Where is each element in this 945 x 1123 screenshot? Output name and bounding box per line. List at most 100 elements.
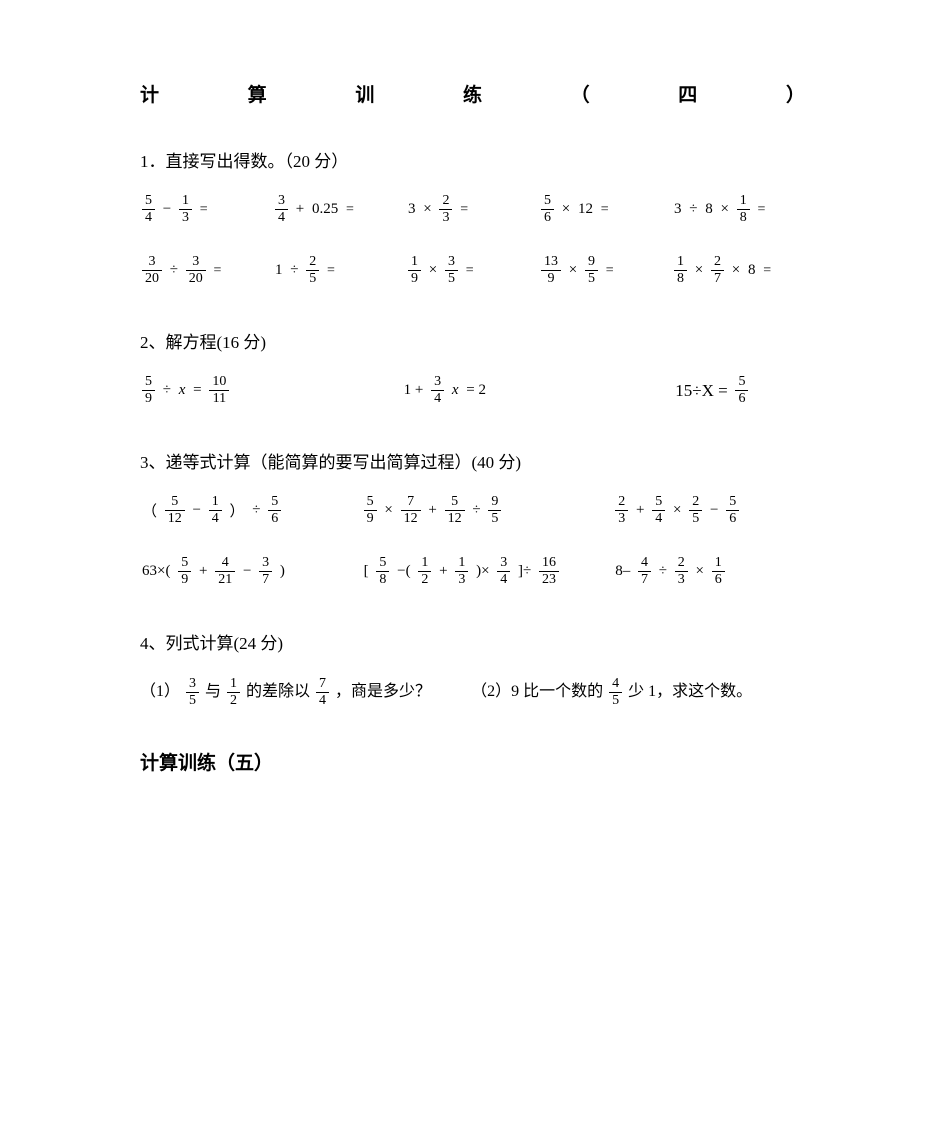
num: 9 (488, 495, 501, 510)
q1-row2: 320 ÷ 320 = 1 ÷ 25 = 19 × 35 = 139 × 95 … (140, 255, 805, 286)
txt: （1） (140, 683, 180, 700)
title-ch: 训 (355, 80, 374, 107)
next-title: 计算训练（五） (140, 748, 805, 775)
num: 5 (376, 556, 389, 571)
den: 8 (674, 270, 687, 286)
q1-item: 1 ÷ 25 = (273, 255, 406, 286)
q3-item: 59 × 712 + 512 ÷ 95 (362, 495, 584, 526)
num: 2 (306, 255, 319, 270)
op: − (243, 563, 251, 580)
den: 9 (408, 270, 421, 286)
den: 9 (178, 571, 191, 587)
val: 3 (674, 201, 682, 218)
num: 5 (142, 194, 155, 209)
txt: 的差除以 (246, 683, 310, 700)
op: − (193, 502, 201, 519)
num: 3 (497, 556, 510, 571)
op: )× (476, 563, 489, 580)
op: × (384, 502, 392, 519)
den: 4 (142, 209, 155, 225)
num: 5 (541, 194, 554, 209)
num: 13 (541, 255, 561, 270)
num: 1 (209, 495, 222, 510)
num: 2 (689, 495, 702, 510)
num: 1 (737, 194, 750, 209)
equals: = (200, 202, 208, 218)
val: 63×( (142, 563, 170, 580)
equals: = 2 (466, 382, 486, 399)
op: × (720, 201, 728, 218)
num: 3 (275, 194, 288, 209)
equals: = (763, 263, 771, 279)
op: ÷ (290, 262, 298, 279)
equals: = (466, 263, 474, 279)
op: + (428, 502, 436, 519)
den: 7 (259, 571, 272, 587)
den: 6 (268, 510, 281, 526)
num: 1 (227, 677, 240, 692)
num: 7 (316, 677, 329, 692)
val: 0.25 (312, 201, 338, 218)
txt: 少 1，求这个数。 (628, 683, 752, 700)
den: 4 (652, 510, 665, 526)
q2-label: 2、解方程(16 分) (140, 328, 805, 353)
num: 3 (186, 677, 199, 692)
op: ]÷ (518, 563, 531, 580)
q4-line: （1） 35 与 12 的差除以 74 ，商是多少？ （2）9 比一个数的 45… (140, 676, 805, 708)
q3-item: 23 + 54 × 25 − 56 (583, 495, 835, 526)
q1-item: 34 + 0.25 = (273, 194, 406, 225)
op: × (562, 201, 570, 218)
op: × (732, 262, 740, 279)
den: 5 (445, 270, 458, 286)
den: 20 (142, 270, 162, 286)
den: 23 (539, 571, 559, 587)
op: × (696, 563, 704, 580)
q3-item: [ 58 −( 12 + 13 )× 34 ]÷ 1623 (362, 556, 584, 587)
den: 21 (215, 571, 235, 587)
q1-item: 3 × 23 = (406, 194, 539, 225)
num: 4 (638, 556, 651, 571)
num: 3 (142, 255, 162, 270)
op: × (695, 262, 703, 279)
var: x (179, 382, 186, 399)
q1-item: 19 × 35 = (406, 255, 539, 286)
q1-row1: 54 − 13 = 34 + 0.25 = 3 × 23 = 56 × 12 =… (140, 194, 805, 225)
den: 5 (186, 692, 199, 708)
op: × (569, 262, 577, 279)
num: 5 (735, 375, 748, 390)
den: 5 (585, 270, 598, 286)
num: 5 (178, 556, 191, 571)
den: 3 (615, 510, 628, 526)
q1-item: 54 − 13 = (140, 194, 273, 225)
den: 8 (376, 571, 389, 587)
den: 12 (445, 510, 465, 526)
den: 7 (638, 571, 651, 587)
den: 9 (142, 390, 155, 406)
den: 6 (726, 510, 739, 526)
q2-item: 59 ÷ x = 1011 (140, 375, 362, 406)
op: − (163, 201, 171, 218)
op: ÷ (689, 201, 697, 218)
val: 12 (578, 201, 593, 218)
title-ch: 练 (463, 80, 482, 107)
val: 1 (275, 262, 283, 279)
txt: ，商是多少？ (335, 683, 431, 700)
op: −( (397, 563, 410, 580)
num: 3 (445, 255, 458, 270)
val: 15÷X = (675, 381, 727, 401)
q1-item: 139 × 95 = (539, 255, 672, 286)
den: 5 (609, 692, 622, 708)
q1-item: 18 × 27 × 8 = (672, 255, 805, 286)
den: 3 (439, 209, 452, 225)
q3-item: 63×( 59 + 421 − 37 ) (140, 556, 362, 587)
den: 12 (165, 510, 185, 526)
op: × (429, 262, 437, 279)
num: 3 (186, 255, 206, 270)
q1-label: 1．直接写出得数。（20 分） (140, 147, 805, 172)
title-ch: （ (571, 80, 590, 107)
equals: = (213, 263, 221, 279)
num: 2 (615, 495, 628, 510)
num: 9 (585, 255, 598, 270)
num: 1 (674, 255, 687, 270)
den: 6 (735, 390, 748, 406)
